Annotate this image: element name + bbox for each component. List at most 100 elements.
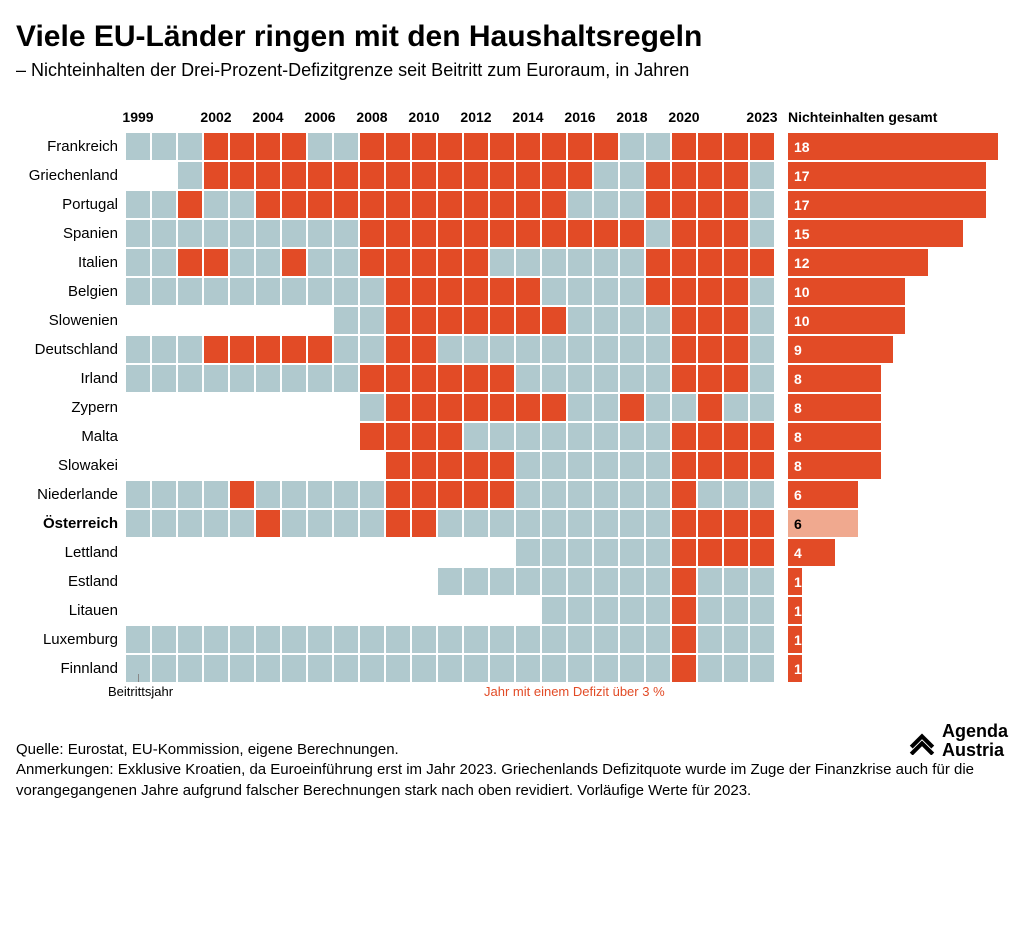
year-cell xyxy=(204,539,228,566)
total-bar-wrap: 9 xyxy=(788,336,1008,363)
year-cells xyxy=(126,191,774,218)
year-cell xyxy=(178,394,202,421)
year-cell xyxy=(178,162,202,189)
year-cell xyxy=(412,626,436,653)
year-cell xyxy=(464,423,488,450)
year-cell xyxy=(542,307,566,334)
year-cell xyxy=(698,626,722,653)
year-cell xyxy=(490,597,514,624)
year-cell xyxy=(594,249,618,276)
year-cells xyxy=(126,365,774,392)
country-label: Portugal xyxy=(16,191,126,218)
year-cell xyxy=(230,568,254,595)
year-cell xyxy=(438,365,462,392)
country-row: Slowenien10 xyxy=(16,307,1008,334)
year-cell xyxy=(568,626,592,653)
year-cell xyxy=(204,307,228,334)
year-cell xyxy=(724,220,748,247)
year-cell xyxy=(594,394,618,421)
year-cell xyxy=(594,655,618,682)
year-cell xyxy=(360,597,384,624)
year-cell xyxy=(282,394,306,421)
year-cell xyxy=(308,452,332,479)
year-cell xyxy=(282,510,306,537)
year-cells xyxy=(126,510,774,537)
year-tick: 2016 xyxy=(564,109,595,125)
year-cell xyxy=(724,423,748,450)
year-cell xyxy=(386,307,410,334)
year-cell xyxy=(490,539,514,566)
year-cell xyxy=(386,568,410,595)
year-cell xyxy=(386,423,410,450)
year-cell xyxy=(178,481,202,508)
year-cell xyxy=(542,162,566,189)
year-cell xyxy=(698,452,722,479)
total-bar-wrap: 12 xyxy=(788,249,1008,276)
year-cell xyxy=(750,655,774,682)
year-cell xyxy=(282,133,306,160)
year-cell xyxy=(360,539,384,566)
year-cell xyxy=(386,336,410,363)
year-cell xyxy=(698,597,722,624)
totals-header: Nichteinhalten gesamt xyxy=(788,109,937,125)
year-cell xyxy=(412,568,436,595)
year-cell xyxy=(178,568,202,595)
year-cell xyxy=(412,597,436,624)
year-cell xyxy=(698,655,722,682)
year-cell xyxy=(568,510,592,537)
year-cell xyxy=(152,220,176,247)
year-cell xyxy=(308,626,332,653)
year-cell xyxy=(750,336,774,363)
year-cell xyxy=(386,220,410,247)
year-cell xyxy=(542,539,566,566)
year-cell xyxy=(516,133,540,160)
year-cell xyxy=(646,336,670,363)
year-cell xyxy=(386,481,410,508)
year-cell xyxy=(438,336,462,363)
year-cell xyxy=(386,278,410,305)
year-cell xyxy=(672,191,696,218)
year-cell xyxy=(152,278,176,305)
country-row: Zypern8 xyxy=(16,394,1008,421)
year-cell xyxy=(490,365,514,392)
year-cell xyxy=(672,568,696,595)
year-cell xyxy=(516,394,540,421)
year-cell xyxy=(178,191,202,218)
total-bar: 1 xyxy=(788,597,802,624)
year-cells xyxy=(126,568,774,595)
year-cell xyxy=(698,481,722,508)
year-cells xyxy=(126,539,774,566)
year-cell xyxy=(750,307,774,334)
year-cell xyxy=(204,423,228,450)
total-bar-wrap: 8 xyxy=(788,394,1008,421)
year-cell xyxy=(204,336,228,363)
year-cells xyxy=(126,394,774,421)
year-cell xyxy=(516,481,540,508)
year-cell xyxy=(490,162,514,189)
year-cell xyxy=(516,307,540,334)
year-cell xyxy=(594,539,618,566)
total-bar: 1 xyxy=(788,626,802,653)
year-cell xyxy=(672,249,696,276)
year-cell xyxy=(568,568,592,595)
year-tick: 2008 xyxy=(356,109,387,125)
year-cell xyxy=(672,307,696,334)
year-cell xyxy=(204,365,228,392)
year-cell xyxy=(152,568,176,595)
year-cell xyxy=(334,626,358,653)
year-cell xyxy=(750,162,774,189)
year-cell xyxy=(204,510,228,537)
year-cell xyxy=(724,133,748,160)
year-cell xyxy=(334,365,358,392)
year-cell xyxy=(126,568,150,595)
year-cell xyxy=(412,365,436,392)
year-cell xyxy=(568,278,592,305)
year-cell xyxy=(672,365,696,392)
year-cell xyxy=(282,452,306,479)
year-cell xyxy=(256,597,280,624)
year-cell xyxy=(698,162,722,189)
country-label: Österreich xyxy=(16,510,126,537)
year-cells xyxy=(126,597,774,624)
year-cell xyxy=(516,365,540,392)
year-cell xyxy=(490,220,514,247)
